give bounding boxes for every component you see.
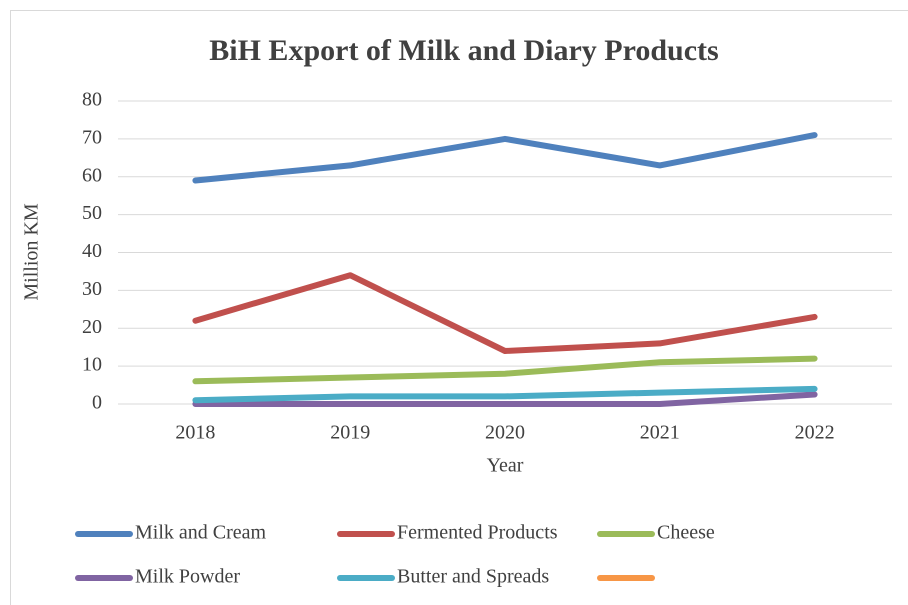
x-tick-label: 2022 <box>795 422 835 444</box>
y-tick-label: 40 <box>82 240 102 262</box>
y-tick-label: 0 <box>92 392 102 414</box>
x-tick-label: 2018 <box>175 422 215 444</box>
legend-label: Milk and Cream <box>135 522 267 544</box>
y-tick-label: 10 <box>82 354 102 376</box>
series-line <box>192 385 818 404</box>
y-tick-label: 20 <box>82 316 102 338</box>
legend-label: Milk Powder <box>135 566 240 588</box>
series-line <box>192 132 818 184</box>
y-tick-label: 60 <box>82 164 102 186</box>
y-tick-label: 80 <box>82 89 102 111</box>
y-tick-label: 70 <box>82 126 102 148</box>
x-tick-label: 2021 <box>640 422 680 444</box>
x-tick-label: 2019 <box>330 422 370 444</box>
x-tick-label: 2020 <box>485 422 525 444</box>
series-line <box>192 272 818 354</box>
y-tick-label: 30 <box>82 278 102 300</box>
chart-title: BiH Export of Milk and Diary Products <box>209 34 718 67</box>
y-tick-label: 50 <box>82 202 102 224</box>
legend-label: Cheese <box>657 522 715 544</box>
y-axis-label: Million KM <box>21 203 43 300</box>
series-line <box>192 355 818 385</box>
legend-label: Butter and Spreads <box>397 566 549 588</box>
x-axis-label: Year <box>487 455 524 477</box>
series-line <box>192 391 818 407</box>
chart-border <box>10 10 908 605</box>
legend-label: Fermented Products <box>397 522 558 544</box>
